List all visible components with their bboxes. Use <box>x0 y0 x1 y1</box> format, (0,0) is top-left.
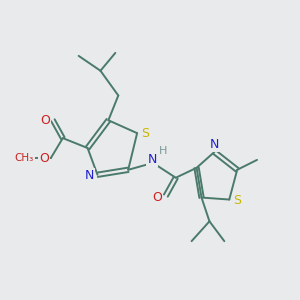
Text: N: N <box>210 138 219 151</box>
Text: O: O <box>152 191 162 204</box>
Text: S: S <box>233 194 241 207</box>
Text: CH₃: CH₃ <box>15 153 34 163</box>
Text: H: H <box>159 146 167 156</box>
Text: N: N <box>85 169 94 182</box>
Text: N: N <box>147 153 157 167</box>
Text: S: S <box>141 127 149 140</box>
Text: O: O <box>39 152 49 165</box>
Text: O: O <box>40 114 50 127</box>
